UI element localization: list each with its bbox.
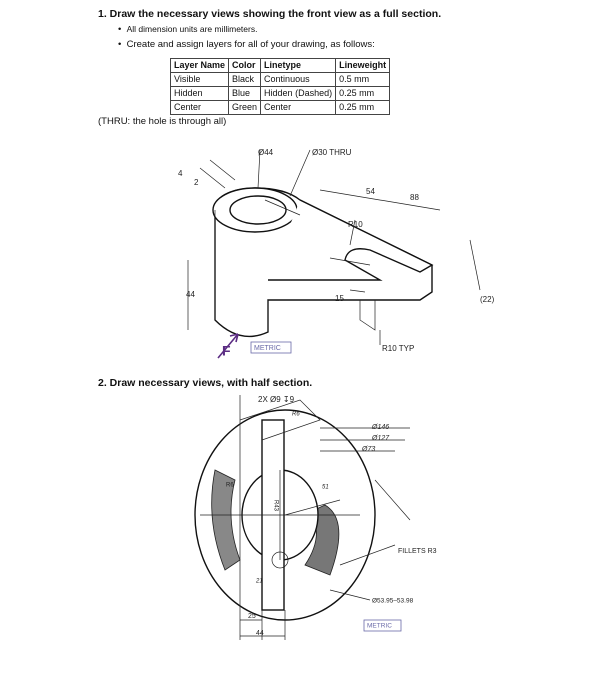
flange-drawing: [194, 395, 411, 640]
bullet-text: All dimension units are millimeters.: [126, 24, 258, 34]
dimension-label: 51: [322, 485, 329, 491]
table-row: Center Green Center 0.25 mm: [169, 100, 391, 115]
cell: 0.25 mm: [335, 86, 391, 101]
bracket-drawing: [187, 149, 481, 359]
dimension-label: 44: [186, 290, 195, 299]
dimension-label: 15: [335, 294, 344, 303]
dimension-label: Ø146: [371, 424, 389, 431]
dimension-label: 88: [410, 193, 419, 202]
cell: Center: [169, 100, 230, 115]
metric-stamp: METRIC: [254, 345, 281, 352]
table-row: Visible Black Continuous 0.5 mm: [169, 72, 391, 87]
dimension-label: R6: [292, 412, 300, 418]
metric-stamp: METRIC: [367, 623, 392, 630]
dimension-label: Ø30 THRU: [312, 148, 352, 157]
dimension-label: Ø44: [258, 148, 274, 157]
bullet: • Create and assign layers for all of yo…: [118, 39, 375, 50]
view-label: F: [222, 343, 231, 359]
dimension-label: Ø73: [361, 446, 375, 453]
layer-table: Layer Name Color Linetype Lineweight Vis…: [169, 58, 391, 115]
question-title: 1. Draw the necessary views showing the …: [98, 8, 442, 20]
dimension-label: 25: [248, 613, 256, 620]
dimension-label: 54: [366, 187, 375, 196]
note: (THRU: the hole is through all): [98, 116, 227, 127]
dimension-label: Ø53.95–53.98: [372, 598, 414, 605]
dimension-label: 44: [256, 630, 264, 637]
dimension-label: R6: [226, 483, 234, 489]
dimension-label: (22): [480, 295, 495, 304]
dimension-label: R10: [348, 220, 363, 229]
note-label: FILLETS R3: [398, 548, 437, 555]
dimension-label: R43: [272, 500, 278, 512]
cell: Center: [260, 100, 337, 115]
dimension-label: 21: [255, 579, 263, 585]
dimension-label: 4: [178, 169, 183, 178]
question-title: 2. Draw necessary views, with half secti…: [98, 377, 313, 389]
bullet: • All dimension units are millimeters.: [118, 24, 258, 35]
dimension-label: R10 TYP: [382, 344, 414, 353]
dimension-label: Ø127: [371, 435, 390, 442]
cell: 0.25 mm: [335, 100, 391, 115]
dimension-label: 2X Ø9 ↧9: [258, 395, 295, 404]
dimension-label: 2: [194, 178, 199, 187]
bullet-text: Create and assign layers for all of your…: [126, 39, 375, 50]
